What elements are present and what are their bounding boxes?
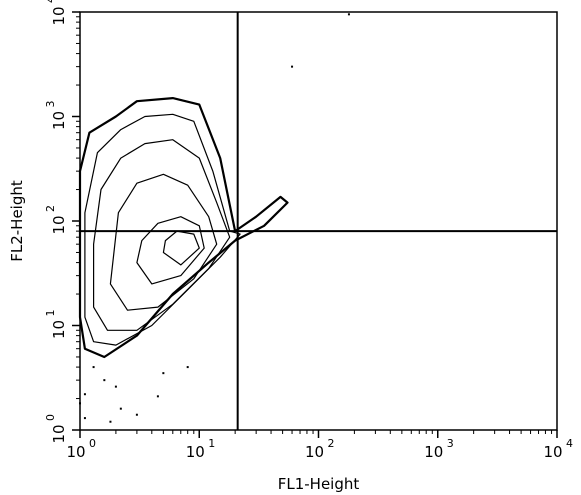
x-tick-label: 10 — [543, 443, 562, 461]
y-tick-label: 10 — [50, 6, 68, 25]
outlier-point — [114, 385, 117, 388]
outlier-point — [135, 413, 138, 416]
y-axis-title: FL2-Height — [8, 180, 26, 262]
y-tick-group: 102 — [44, 205, 68, 235]
outlier-point — [347, 13, 350, 16]
contour-line-1 — [78, 97, 289, 359]
contour-line-2 — [84, 113, 241, 346]
y-tick-exponent: 3 — [44, 101, 57, 108]
y-tick-group: 10 4 — [44, 0, 68, 26]
x-axis: 10 0 10 1 10 2 10 3 10 4 — [66, 430, 573, 461]
plot-frame — [79, 11, 558, 431]
outlier-point — [291, 65, 294, 68]
x-tick-exponent: 4 — [566, 437, 573, 450]
x-tick-label: 10 — [186, 443, 205, 461]
outlier-point — [79, 402, 81, 405]
outlier-point — [83, 393, 86, 396]
outlier-point — [92, 366, 95, 369]
x-tick-exponent: 2 — [328, 437, 335, 450]
x-axis-title: FL1-Height — [278, 475, 360, 493]
x-tick-exponent: 0 — [89, 437, 96, 450]
outlier-point — [103, 379, 106, 382]
y-tick-label: 10 — [50, 320, 68, 339]
contour-line-3 — [93, 139, 231, 331]
y-tick-exponent: 1 — [44, 310, 57, 317]
outlier-point — [109, 420, 112, 423]
y-tick-exponent: 4 — [44, 0, 57, 3]
contour-line-6 — [162, 230, 200, 266]
outlier-point — [162, 372, 165, 375]
x-tick-label: 10 — [66, 443, 85, 461]
outlier-point — [156, 395, 159, 398]
x-tick-exponent: 1 — [208, 437, 215, 450]
y-tick-exponent: 0 — [44, 414, 57, 421]
y-tick-label: 10 — [50, 111, 68, 130]
x-tick-label: 10 — [424, 443, 443, 461]
outlier-point — [83, 417, 86, 420]
outlier-point — [119, 407, 122, 410]
plot-area — [78, 11, 558, 431]
y-tick-exponent: 2 — [44, 205, 57, 212]
contour-line-4 — [109, 173, 218, 311]
y-tick-group: 103 — [44, 101, 68, 131]
outlier-point — [186, 366, 189, 369]
y-tick-group: 100 — [44, 414, 68, 444]
x-tick-exponent: 3 — [447, 437, 454, 450]
contour-line-5 — [136, 216, 205, 285]
y-tick-label: 10 — [50, 424, 68, 443]
y-tick-group: 101 — [44, 310, 68, 340]
y-tick-label: 10 — [50, 215, 68, 234]
x-tick-label: 10 — [305, 443, 324, 461]
